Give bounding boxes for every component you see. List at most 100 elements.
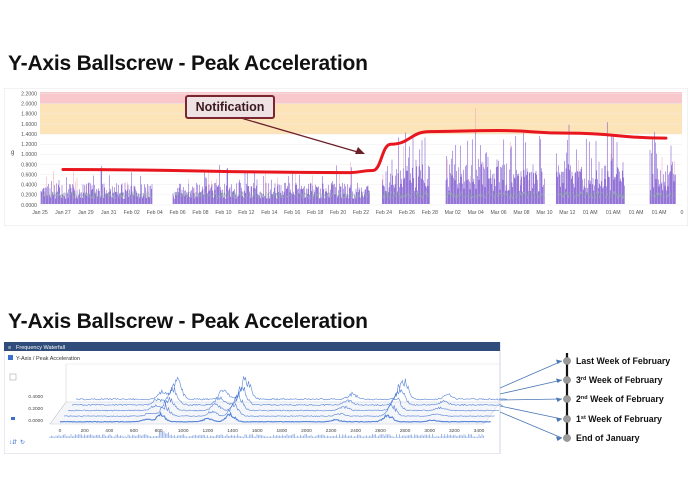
top-chart-title: Y-Axis Ballscrew - Peak Acceleration (8, 52, 368, 75)
x-tick-label: Feb 10 (215, 210, 231, 216)
x-tick-label: Feb 26 (399, 210, 415, 216)
waterfall-x-tick: 400 (105, 428, 113, 434)
overview-strip (49, 431, 484, 438)
waterfall-option-checkbox[interactable] (9, 373, 17, 381)
x-tick-label: Feb 20 (330, 210, 346, 216)
spectrum-line-3 (63, 402, 495, 417)
waterfall-y-tick: 0.0000 (28, 418, 43, 424)
y-tick-label: 1.6000 (21, 122, 37, 128)
y-tick-label: 1.2000 (21, 142, 37, 148)
connector-arrowhead (556, 397, 562, 402)
rms-signal (40, 190, 676, 200)
series-connector (500, 360, 563, 389)
frequency-waterfall-chart: ≡ Frequency Waterfall Y-Axis / Peak Acce… (4, 342, 507, 454)
x-tick-label: Feb 28 (422, 210, 438, 216)
waterfall-collapse-icon[interactable]: ≡ (8, 345, 11, 351)
waterfall-legend-swatch (8, 355, 13, 360)
connector-arrowhead (556, 417, 562, 422)
y-axis-label: g (11, 150, 14, 156)
spectrum-line-4 (59, 411, 491, 423)
x-tick-label: Feb 16 (284, 210, 300, 216)
x-tick-label: Mar 10 (536, 210, 552, 216)
series-connector (500, 405, 563, 420)
timeline-marker (563, 376, 571, 384)
week-label: 3rd Week of February (576, 375, 663, 385)
x-tick-label: 01 AM (583, 210, 598, 216)
peak-acceleration-trend-chart: 0.0000 0.2000 0.4000 0.6000 0.8000 1.0000 1.20… (4, 88, 688, 226)
timeline-marker (563, 395, 571, 403)
connector-arrowhead (556, 436, 562, 441)
week-label: End of January (576, 433, 640, 443)
y-tick-label: 0.4000 (21, 183, 37, 189)
y-tick-label: 0.8000 (21, 162, 37, 168)
y-tick-label: 1.8000 (21, 112, 37, 118)
notification-annotation: Notification (185, 95, 365, 154)
waterfall-x-tick: 1400 (227, 428, 238, 434)
y-tick-label: 0.6000 (21, 172, 37, 178)
x-tick-label: Mar 12 (559, 210, 575, 216)
x-tick-label: Mar 04 (468, 210, 484, 216)
waterfall-y-tick: 0.4000 (28, 394, 43, 400)
waterfall-x-tick: 2000 (301, 428, 312, 434)
y-tick-label: 2.2000 (21, 91, 37, 97)
x-tick-label: 01 AM (629, 210, 644, 216)
series-connector (500, 379, 563, 395)
waterfall-x-tick: 0 (59, 428, 62, 434)
x-tick-label: Feb 24 (376, 210, 392, 216)
spectrum-line-1 (71, 383, 503, 406)
x-tick-label: Jan 27 (55, 210, 71, 216)
refresh-icon[interactable]: ↻ (20, 439, 25, 446)
x-tick-label: Feb 06 (169, 210, 185, 216)
waterfall-x-tick: 1600 (252, 428, 263, 434)
notification-label: Notification (196, 100, 265, 114)
y-tick-label: 2.0000 (21, 102, 37, 108)
waterfall-x-tick: 1200 (203, 428, 214, 434)
x-tick-label: Mar 06 (490, 210, 506, 216)
waterfall-x-tick: 2400 (350, 428, 361, 434)
waterfall-x-tick: 1800 (276, 428, 287, 434)
x-tick-label: Mar 02 (445, 210, 461, 216)
acceleration-signal (40, 122, 676, 204)
x-tick-label: Jan 31 (101, 210, 117, 216)
waterfall-x-tick: 800 (155, 428, 163, 434)
waterfall-series-marker (11, 417, 15, 420)
x-tick-label: Feb 14 (261, 210, 277, 216)
warning-band (40, 103, 682, 135)
series-connector (500, 398, 563, 401)
waterfall-x-tick: 2200 (326, 428, 337, 434)
x-tick-label: 01 AM (652, 210, 667, 216)
series-connector (500, 411, 563, 439)
week-label: 2nd Week of February (576, 394, 664, 404)
waterfall-x-tick: 2600 (375, 428, 386, 434)
y-tick-label: 1.0000 (21, 152, 37, 158)
waterfall-panel-title: Frequency Waterfall (16, 345, 65, 351)
y-tick-label: 0.2000 (21, 193, 37, 199)
x-tick-label: Feb 04 (147, 210, 163, 216)
waterfall-x-tick: 2800 (400, 428, 411, 434)
waterfall-x-tick: 1000 (178, 428, 189, 434)
bottom-chart-title: Y-Axis Ballscrew - Peak Acceleration (8, 310, 368, 333)
alarm-band (40, 92, 682, 104)
waterfall-x-tick: 3200 (449, 428, 460, 434)
timeline-marker (563, 434, 571, 442)
connector-arrowhead (556, 378, 562, 383)
waterfall-x-tick: 600 (130, 428, 138, 434)
notification-arrow-head (355, 147, 365, 154)
x-tick-label: Feb 18 (307, 210, 323, 216)
spectrum-line-0 (75, 376, 507, 401)
week-label: 1st Week of February (576, 414, 662, 424)
zoom-reset-icon[interactable]: ↕⇵ (9, 440, 17, 446)
connector-arrowhead (556, 359, 562, 364)
waterfall-legend-label: Y-Axis / Peak Acceleration (16, 356, 80, 362)
timeline-marker (563, 415, 571, 423)
waterfall-y-tick: 0.2000 (28, 406, 43, 412)
x-tick-label: 0 (681, 210, 684, 216)
week-label: Last Week of February (576, 356, 670, 366)
waterfall-x-tick: 3400 (474, 428, 485, 434)
week-legend: Last Week of February 3rd Week of Februar… (500, 353, 670, 443)
depth-axis (49, 401, 67, 425)
x-tick-label: Feb 12 (238, 210, 254, 216)
waterfall-x-tick: 3000 (424, 428, 435, 434)
y-tick-label: 1.4000 (21, 132, 37, 138)
waterfall-header-bar (4, 342, 500, 351)
